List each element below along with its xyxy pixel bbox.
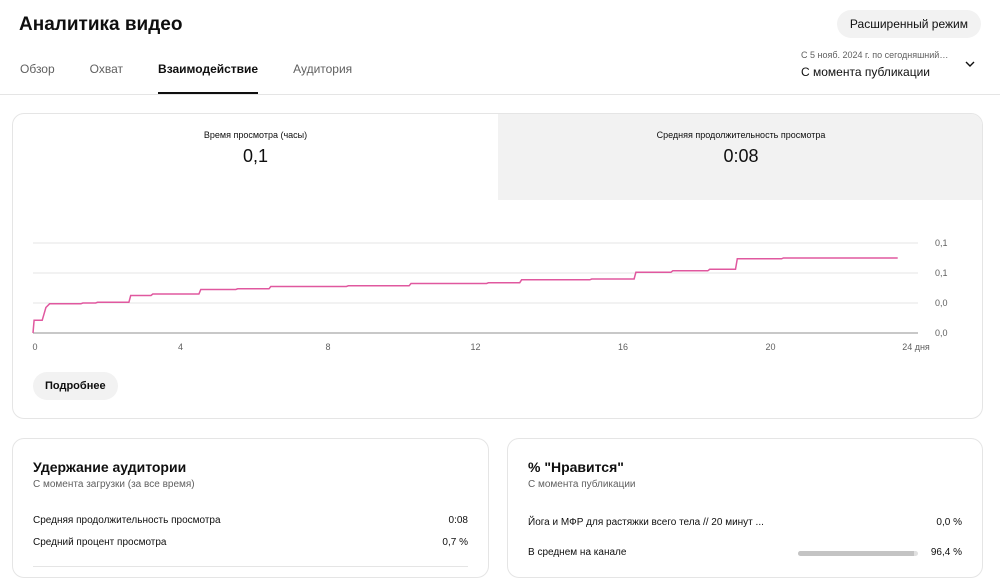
more-button[interactable]: Подробнее — [33, 372, 118, 400]
metric-value: 0:08 — [723, 146, 759, 166]
date-range-label: С момента публикации — [801, 65, 930, 79]
header: Аналитика видео Расширенный режим Обзор … — [0, 0, 1000, 95]
tab-audience[interactable]: Аудитория — [293, 62, 353, 76]
audience-retention-card: Удержание аудитории С момента загрузки (… — [12, 438, 489, 578]
likes-row-channel-average: В среднем на канале 96,4 % — [528, 547, 962, 561]
card-title: Удержание аудитории — [33, 459, 187, 475]
x-tick-label: 8 — [325, 342, 330, 352]
stat-label: Средний процент просмотра — [33, 537, 167, 548]
line-chart: 0,1 0,1 0,0 0,0 0 4 8 12 16 20 24 дня — [32, 238, 948, 352]
series-line[interactable] — [32, 257, 898, 334]
y-tick-label: 0,1 — [935, 238, 948, 248]
tab-engagement[interactable]: Взаимодействие — [158, 62, 259, 94]
x-tick-label: 16 — [618, 342, 628, 352]
metric-label: Средняя продолжительность просмотра — [656, 130, 826, 140]
metric-label: Время просмотра (часы) — [203, 130, 308, 140]
tab-reach[interactable]: Охват — [89, 62, 124, 76]
stat-row: Средняя продолжительность просмотра 0:08 — [33, 515, 468, 529]
metric-value: 0,1 — [242, 146, 269, 166]
metric-tab-watch-time[interactable]: Время просмотра (часы) 0,1 — [13, 114, 498, 200]
likes-label: В среднем на канале — [528, 547, 627, 558]
stat-row: Средний процент просмотра 0,7 % — [33, 537, 468, 551]
metric-tab-avg-view-duration[interactable]: Средняя продолжительность просмотра 0:08 — [498, 114, 982, 200]
tab-bar: Обзор Охват Взаимодействие Аудитория — [20, 62, 387, 94]
page-title: Аналитика видео — [19, 14, 183, 35]
advanced-mode-button[interactable]: Расширенный режим — [836, 10, 981, 38]
x-tick-label: 24 дня — [902, 342, 930, 352]
y-tick-label: 0,1 — [935, 268, 948, 278]
stat-value: 0,7 % — [442, 537, 468, 548]
chevron-down-icon[interactable] — [964, 58, 976, 70]
likes-progress-bar — [798, 551, 918, 556]
x-tick-label: 4 — [178, 342, 183, 352]
card-title: % "Нравится" — [528, 459, 624, 475]
likes-label: Йога и МФР для растяжки всего тела // 20… — [528, 517, 764, 528]
likes-percentage-card: % "Нравится" С момента публикации Йога и… — [507, 438, 983, 578]
tab-overview[interactable]: Обзор — [20, 62, 55, 76]
x-tick-label: 0 — [32, 342, 37, 352]
y-tick-label: 0,0 — [935, 298, 948, 308]
x-tick-label: 20 — [765, 342, 775, 352]
y-tick-label: 0,0 — [935, 328, 948, 338]
card-subtitle: С момента публикации — [528, 479, 636, 490]
likes-value: 96,4 % — [930, 547, 962, 558]
likes-progress-fill — [798, 551, 914, 556]
likes-row-video: Йога и МФР для растяжки всего тела // 20… — [528, 517, 962, 531]
date-range-period: С 5 нояб. 2024 г. по сегодняшний день — [801, 50, 949, 60]
engagement-chart-card: Время просмотра (часы) 0,1 Средняя продо… — [12, 113, 983, 419]
card-subtitle: С момента загрузки (за все время) — [33, 479, 195, 490]
stat-value: 0:08 — [448, 515, 468, 526]
stat-label: Средняя продолжительность просмотра — [33, 515, 221, 526]
likes-value: 0,0 % — [936, 517, 962, 528]
date-range-selector[interactable]: С 5 нояб. 2024 г. по сегодняшний день С … — [801, 50, 981, 79]
x-tick-label: 12 — [470, 342, 480, 352]
